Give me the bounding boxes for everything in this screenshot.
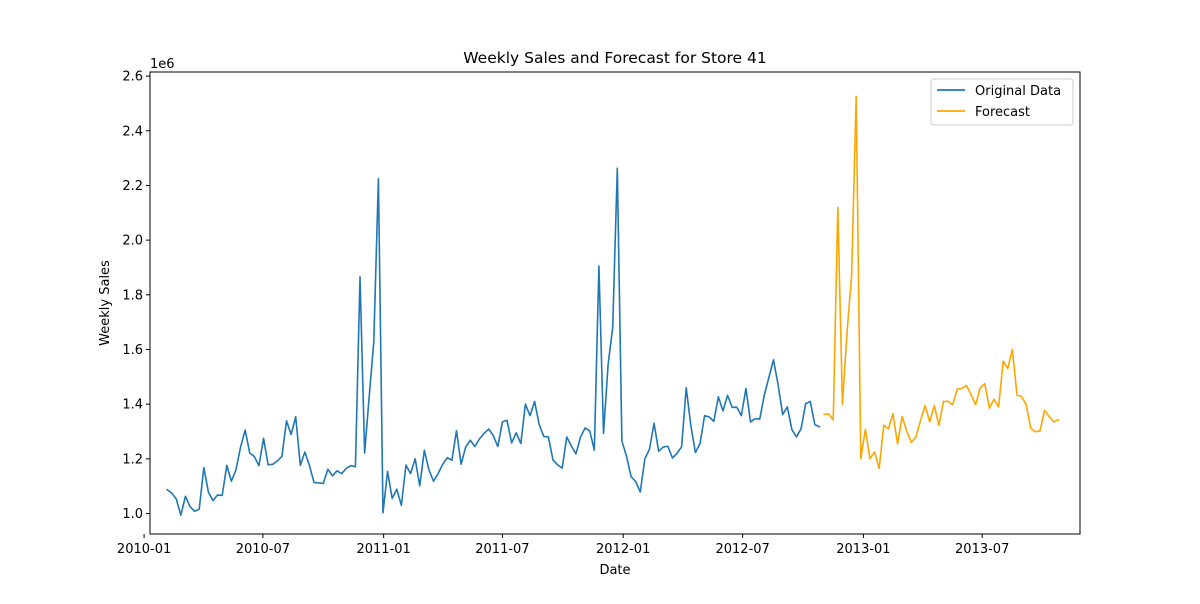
axes: 2010-01 2010-07 2011-01 2011-07 2012-01 2012-… (117, 70, 1081, 557)
y-tick-label-4: 1.6 (122, 343, 143, 358)
chart-title: Weekly Sales and Forecast for Store 41 (463, 49, 767, 67)
series-line-2 (823, 95, 1060, 470)
x-tick-label-6: 2012-07 (715, 542, 769, 557)
plot-area (165, 95, 1060, 516)
y-tick-label-6: 2.0 (122, 234, 143, 249)
x-axis-title: Date (599, 563, 630, 578)
legend-box (930, 78, 1074, 126)
axes-frame (149, 71, 1081, 535)
x-tick-label-2: 2010-07 (236, 542, 290, 557)
y-tick-label-5: 1.8 (122, 288, 143, 303)
y-tick-label-8: 2.4 (122, 124, 143, 139)
y-tick-label-9: 2.6 (122, 70, 143, 85)
legend: Original Data Forecast (930, 78, 1074, 126)
x-tick-label-5: 2012-01 (596, 542, 650, 557)
y-tick-label-1: 1.0 (122, 507, 143, 522)
x-tick-label-7: 2013-01 (836, 542, 890, 557)
series-line-1 (165, 167, 821, 516)
y-tick-label-2: 1.2 (122, 452, 143, 467)
y-tick-label-3: 1.4 (122, 398, 143, 413)
legend-label-2: Forecast (975, 105, 1030, 120)
x-tick-label-1: 2010-01 (117, 542, 171, 557)
x-tick-label-4: 2011-07 (475, 542, 529, 557)
legend-label-1: Original Data (975, 84, 1061, 99)
y-axis-title: Weekly Sales (98, 260, 113, 346)
x-tick-label-8: 2013-07 (955, 542, 1009, 557)
y-multiplier-label: 1e6 (150, 57, 175, 72)
y-tick-label-7: 2.2 (122, 179, 143, 194)
x-tick-label-3: 2011-01 (356, 542, 410, 557)
